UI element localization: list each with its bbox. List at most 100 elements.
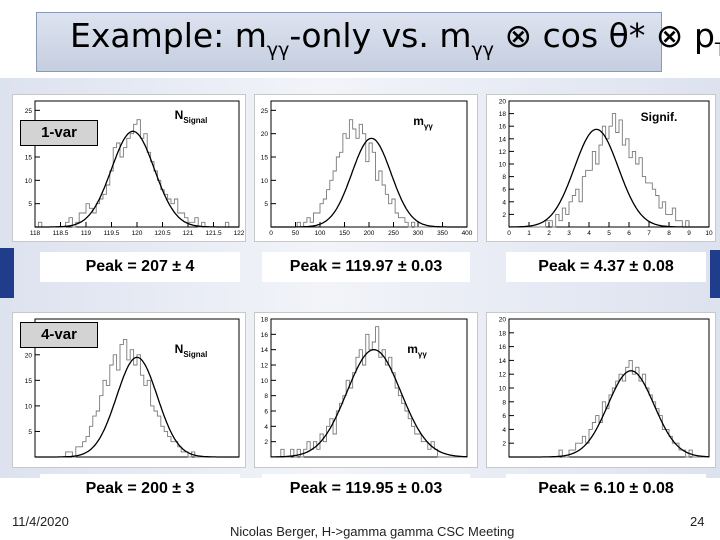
x-tick-label: 119.5: [104, 230, 120, 237]
slide-title: Example: mγγ-only vs. mγγ ⊗ cos θ* ⊗ pT: [70, 16, 720, 61]
x-tick-label: 8: [667, 230, 671, 237]
x-tick-label: 150: [339, 230, 350, 237]
histogram-1: 510152025118118.5119119.5120120.5121121.…: [25, 100, 245, 237]
y-tick-label: 12: [261, 363, 269, 370]
gaussian-fit: [271, 349, 467, 458]
gaussian-fit: [35, 130, 239, 228]
peak-label-3: Peak = 4.37 ± 0.08: [506, 252, 706, 282]
y-tick-label: 15: [25, 378, 33, 385]
footer-text: Nicolas Berger, H->gamma gamma CSC Meeti…: [230, 524, 515, 539]
x-tick-label: 0: [269, 230, 273, 237]
x-tick-label: 118.5: [53, 230, 69, 237]
row-label-4var: 4-var: [20, 322, 98, 348]
y-tick-label: 18: [261, 317, 269, 324]
histogram-bars: [35, 119, 239, 228]
x-tick-label: 120.5: [154, 230, 171, 237]
histogram-panel-6: 2 4 6 8 10 12 14 16 18 20: [486, 312, 716, 468]
x-tick-label: 5: [607, 230, 611, 237]
histogram-title: mγγ: [413, 114, 433, 131]
y-tick-label: 2: [264, 439, 268, 446]
y-tick-label: 8: [502, 174, 506, 181]
y-tick-label: 15: [25, 155, 33, 162]
x-tick-label: 121: [183, 230, 194, 237]
y-tick-label: 15: [261, 155, 269, 162]
histogram-bars: [271, 326, 467, 458]
y-tick-label: 20: [25, 352, 33, 359]
x-tick-label: 250: [388, 230, 399, 237]
y-tick-label: 8: [502, 399, 506, 406]
accent-strip-left: [0, 248, 14, 298]
x-tick-label: 122: [234, 230, 245, 237]
y-tick-label: 4: [502, 427, 506, 434]
y-tick-label: 5: [28, 429, 32, 436]
gaussian-fit: [509, 370, 709, 458]
histogram-title: Signif.: [641, 110, 678, 124]
gaussian-fit: [271, 137, 467, 228]
y-tick-label: 4: [502, 199, 506, 206]
title-box: [36, 12, 662, 72]
y-tick-label: 10: [261, 378, 269, 385]
y-tick-label: 20: [499, 99, 507, 106]
x-tick-label: 0: [507, 230, 511, 237]
peak-label-6: Peak = 6.10 ± 0.08: [506, 474, 706, 504]
histogram-bars: [509, 113, 709, 228]
histogram-panel-2: 5 10 15 20 25 0 50 100 150 200 250 300 350 400 mγγ: [254, 94, 478, 242]
gaussian-fit: [509, 128, 709, 228]
y-tick-label: 16: [261, 332, 269, 339]
y-tick-label: 10: [499, 386, 507, 393]
histogram-panel-5: 2 4 6 8 10 12 14 16 18 mγγ: [254, 312, 478, 468]
gaussian-fit: [35, 356, 239, 458]
x-tick-label: 6: [627, 230, 631, 237]
x-tick-label: 120: [132, 230, 143, 237]
y-tick-label: 25: [261, 108, 269, 115]
plot-frame: [270, 100, 468, 228]
peak-label-4: Peak = 200 ± 3: [40, 474, 240, 504]
x-tick-label: 3: [567, 230, 571, 237]
histogram-title: NSignal: [175, 342, 208, 359]
x-tick-label: 1: [527, 230, 531, 237]
histogram-bars: [271, 119, 467, 228]
plot-frame: [508, 318, 710, 458]
plot-frame: [508, 100, 710, 228]
histogram-bars: [35, 338, 239, 458]
y-tick-label: 6: [502, 413, 506, 420]
y-tick-label: 4: [264, 424, 268, 431]
histogram-5: 2 4 6 8 10 12 14 16 18 mγγ: [261, 317, 468, 458]
peak-label-2: Peak = 119.97 ± 0.03: [262, 252, 470, 282]
x-tick-label: 50: [292, 230, 300, 237]
histogram-panel-1: 510152025118118.5119119.5120120.5121121.…: [12, 94, 246, 242]
y-tick-label: 8: [264, 393, 268, 400]
y-tick-label: 12: [499, 149, 507, 156]
x-tick-label: 100: [315, 230, 326, 237]
y-tick-label: 18: [499, 330, 507, 337]
y-tick-label: 6: [502, 187, 506, 194]
y-tick-label: 20: [261, 131, 269, 138]
y-tick-label: 6: [264, 409, 268, 416]
y-tick-label: 16: [499, 344, 507, 351]
x-tick-label: 118: [30, 230, 41, 237]
histogram-6: 2 4 6 8 10 12 14 16 18 20: [499, 317, 710, 458]
x-tick-label: 4: [587, 230, 591, 237]
row-label-1var: 1-var: [20, 120, 98, 146]
y-tick-label: 14: [499, 358, 507, 365]
accent-strip-right: [710, 250, 720, 298]
x-tick-label: 10: [705, 230, 713, 237]
y-tick-label: 25: [25, 108, 33, 115]
peak-label-1: Peak = 207 ± 4: [40, 252, 240, 282]
y-tick-label: 10: [25, 178, 33, 185]
x-tick-label: 200: [364, 230, 375, 237]
y-tick-label: 10: [25, 403, 33, 410]
x-tick-label: 2: [547, 230, 551, 237]
x-tick-label: 119: [81, 230, 92, 237]
x-tick-label: 7: [647, 230, 651, 237]
y-tick-label: 10: [499, 162, 507, 169]
histogram-panel-3: 2 4 6 8 10 12 14 16 18 20 0 1 2 3 4 5 6 7 8 9 10 Signif.: [486, 94, 716, 242]
footer-date: 11/4/2020: [12, 514, 69, 529]
x-tick-label: 300: [413, 230, 424, 237]
x-tick-label: 121.5: [205, 230, 222, 237]
y-tick-label: 2: [502, 212, 506, 219]
y-tick-label: 18: [499, 111, 507, 118]
y-tick-label: 5: [264, 201, 268, 208]
